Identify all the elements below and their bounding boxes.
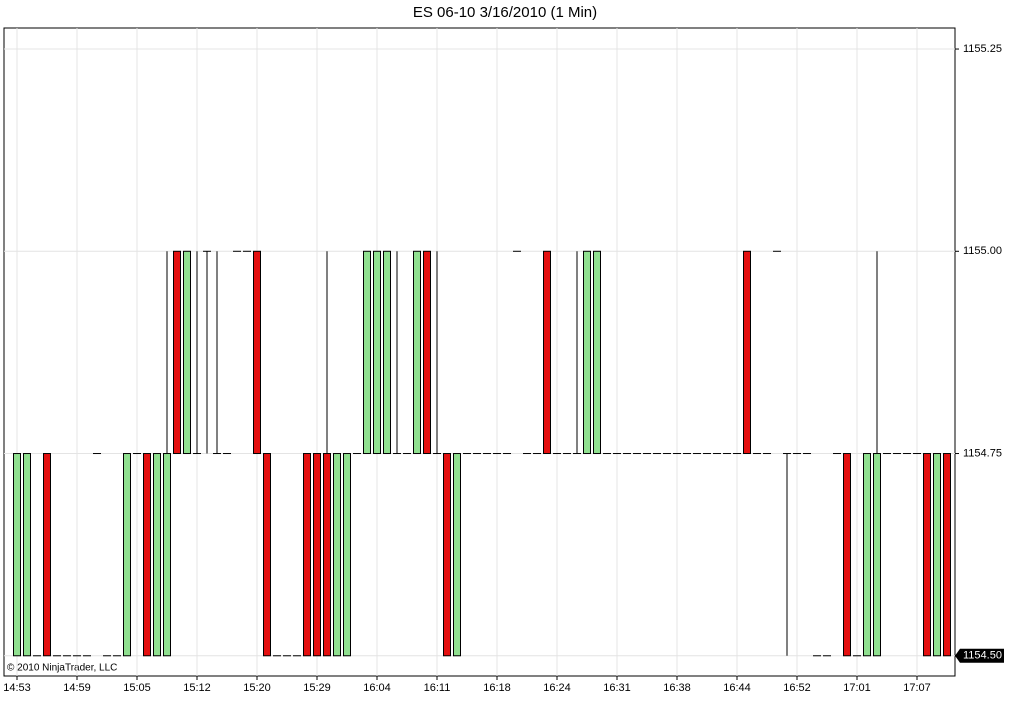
candle-body [923, 453, 931, 657]
x-tick-label: 16:18 [483, 682, 511, 694]
candle-body [373, 250, 381, 455]
candle-body [263, 453, 271, 657]
candle-body [363, 250, 371, 455]
x-tick-label: 16:31 [603, 682, 631, 694]
candle-body [333, 453, 341, 657]
candle-body [943, 453, 951, 657]
plot-frame [3, 27, 956, 677]
candle-body [123, 453, 131, 657]
x-tick-label: 15:05 [123, 682, 151, 694]
candle-body [543, 250, 551, 455]
x-tick-label: 16:11 [424, 682, 451, 694]
candle-body [23, 453, 31, 657]
candle-body [313, 453, 321, 657]
candle-body [843, 453, 851, 657]
candle-body [43, 453, 51, 657]
candle-body [443, 453, 451, 657]
x-tick-label: 17:07 [903, 682, 931, 694]
candle-body [423, 250, 431, 455]
x-tick-label: 15:20 [243, 682, 271, 694]
candle-body [13, 453, 21, 657]
candle-body [933, 453, 941, 657]
candle-body [343, 453, 351, 657]
last-price-label: 1154.50 [963, 650, 1002, 662]
candle-body [453, 453, 461, 657]
candle-body [863, 453, 871, 657]
x-tick-label: 14:53 [3, 682, 31, 694]
x-tick-label: 14:59 [63, 682, 91, 694]
last-price-box [955, 648, 1004, 663]
x-tick-label: 15:12 [183, 682, 211, 694]
y-tick-label: 1155.00 [963, 245, 1002, 257]
candle-body [593, 250, 601, 455]
x-tick-label: 17:01 [843, 682, 871, 694]
candle-body [183, 250, 191, 455]
candle-body [743, 250, 751, 455]
y-tick-label: 1155.25 [963, 43, 1002, 55]
x-tick-label: 16:38 [663, 682, 691, 694]
candle-body [383, 250, 391, 455]
x-tick-label: 16:24 [543, 682, 571, 694]
candle-body [163, 453, 171, 657]
x-tick-label: 15:29 [303, 682, 331, 694]
candle-body [153, 453, 161, 657]
candle-body [413, 250, 421, 455]
x-tick-label: 16:52 [783, 682, 811, 694]
x-tick-label: 16:44 [723, 682, 751, 694]
candle-body [173, 250, 181, 455]
candle-body [583, 250, 591, 455]
candle-body [323, 453, 331, 657]
x-tick-label: 16:04 [363, 682, 391, 694]
chart-title: ES 06-10 3/16/2010 (1 Min) [413, 4, 597, 21]
y-tick-label: 1154.75 [963, 447, 1002, 459]
candle-body [143, 453, 151, 657]
copyright: © 2010 NinjaTrader, LLC [7, 663, 117, 674]
candle-body [303, 453, 311, 657]
candle-body [873, 453, 881, 657]
candle-body [253, 250, 261, 455]
